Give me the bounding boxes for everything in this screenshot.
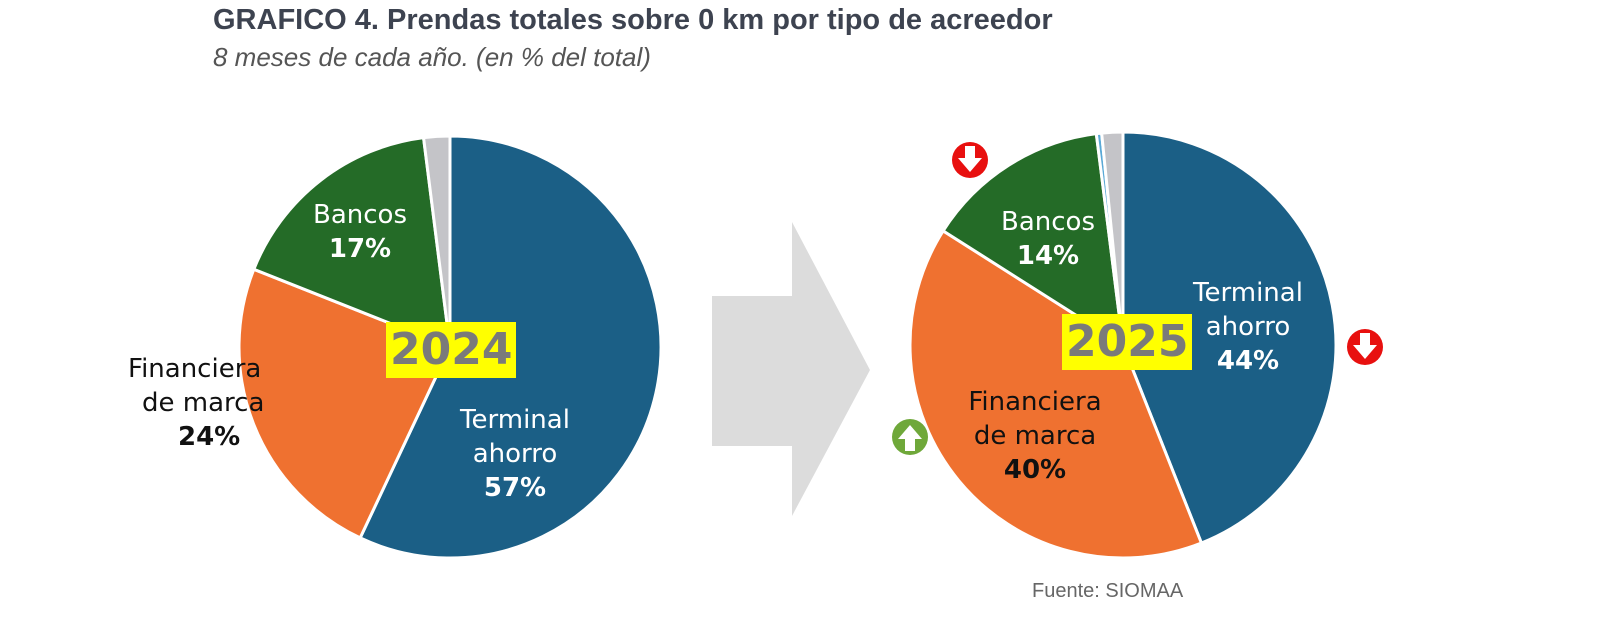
label-bancos-2024: Bancos 17% xyxy=(290,198,430,266)
source-note: Fuente: SIOMAA xyxy=(1032,580,1184,602)
chart-subtitle: 8 meses de cada año. (en % del total) xyxy=(213,42,651,72)
slice-name: ahorro xyxy=(472,439,558,469)
pie-slice-bancos xyxy=(941,132,1125,348)
trend-down-icon xyxy=(1347,329,1383,365)
pie-slice-terminal-ahorro xyxy=(1121,130,1338,545)
pie-2025 xyxy=(908,130,1338,560)
slice-name: Bancos xyxy=(313,200,407,230)
slice-name: ahorro xyxy=(1205,312,1291,342)
slice-value: 44% xyxy=(1216,346,1280,376)
slice-name: Financiera xyxy=(968,387,1102,417)
slice-name: Bancos xyxy=(1001,207,1095,237)
slice-value: 40% xyxy=(1003,455,1067,485)
slice-value: 14% xyxy=(1016,241,1080,271)
trend-up-icon xyxy=(892,419,928,455)
slice-value: 57% xyxy=(483,473,547,503)
slice-value: 24% xyxy=(178,422,241,452)
year-label-2024: 2024 xyxy=(386,322,517,378)
slice-name: Terminal xyxy=(1193,278,1303,308)
slice-name: Terminal xyxy=(460,405,570,435)
label-terminal-2025: Terminal ahorro 44% xyxy=(1178,276,1318,378)
pie-slice-financiera-de-marca xyxy=(908,228,1204,560)
label-financiera-2024: Financiera de marca 24% xyxy=(128,352,308,454)
trend-down-icon xyxy=(952,142,988,178)
slice-name: de marca xyxy=(142,388,265,418)
label-financiera-2025: Financiera de marca 40% xyxy=(945,385,1125,487)
pie-slice-otros-2 xyxy=(1099,130,1125,346)
slice-value: 17% xyxy=(328,234,392,264)
pie-slice-bancos xyxy=(251,135,452,350)
label-bancos-2025: Bancos 14% xyxy=(978,205,1118,273)
year-label-2025: 2025 xyxy=(1062,314,1193,370)
transition-arrow xyxy=(712,222,870,516)
pie-slice-otros xyxy=(421,134,452,348)
label-terminal-2024: Terminal ahorro 57% xyxy=(445,403,585,505)
slice-name: Financiera xyxy=(128,354,262,384)
chart-title: GRAFICO 4. Prendas totales sobre 0 km po… xyxy=(213,4,1053,36)
slice-name: de marca xyxy=(973,421,1097,451)
